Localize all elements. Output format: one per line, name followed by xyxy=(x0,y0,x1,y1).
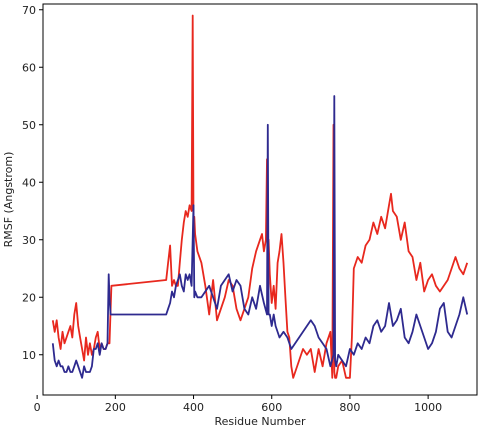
x-tick-label: 0 xyxy=(34,401,41,414)
x-tick-label: 600 xyxy=(261,401,282,414)
series-line-2 xyxy=(51,95,469,379)
x-axis-title: Residue Number xyxy=(214,415,306,428)
y-axis-title: RMSF (Angstrom) xyxy=(2,152,15,248)
y-tick-label: 50 xyxy=(22,119,36,132)
x-tick-label: 400 xyxy=(183,401,204,414)
x-tick-label: 200 xyxy=(105,401,126,414)
plot-frame xyxy=(42,3,478,396)
y-tick-label: 10 xyxy=(22,349,36,362)
y-tick-label: 70 xyxy=(22,4,36,17)
axis-ticks: 0 200 400 600 800 1000 10 20 30 40 50 60 70 xyxy=(22,4,442,414)
y-tick-label: 60 xyxy=(22,61,36,74)
y-tick-label: 40 xyxy=(22,176,36,189)
y-tick-label: 20 xyxy=(22,291,36,304)
plot-area xyxy=(42,3,478,396)
y-tick-label: 30 xyxy=(22,234,36,247)
series-line-1 xyxy=(51,14,469,379)
x-tick-label: 800 xyxy=(339,401,360,414)
x-tick-label: 1000 xyxy=(414,401,442,414)
